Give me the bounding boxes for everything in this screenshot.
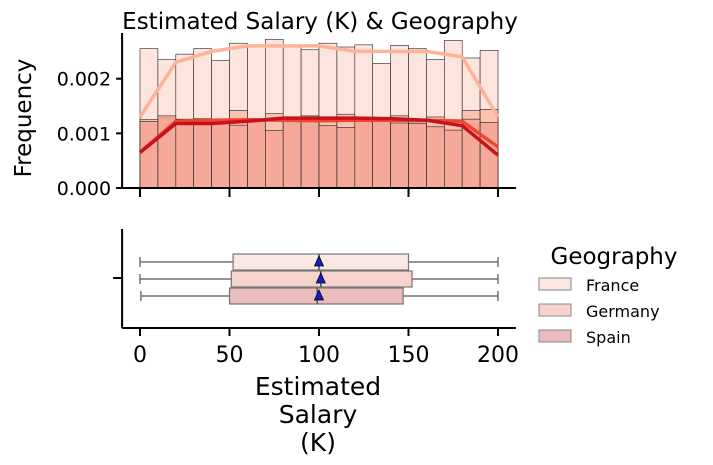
legend-swatch (538, 277, 572, 291)
boxplot-plot: 0 50 100 150 200 (113, 229, 519, 368)
x-tick-label: 0 (133, 343, 147, 368)
legend-label: Germany (586, 302, 660, 321)
legend-item-germany: Germany (538, 302, 660, 321)
hist-bar (139, 121, 159, 189)
kde-line-france (138, 44, 500, 118)
hist-bar (175, 119, 195, 189)
x-axis-label-line: (K) (300, 428, 336, 457)
x-axis-label-line: Estimated (255, 372, 381, 401)
histogram-plot: 0.000 0.001 0.002 (57, 33, 516, 200)
legend-label: France (586, 276, 639, 295)
hist-bar (336, 127, 356, 189)
box-spain (140, 287, 499, 305)
hist-bar (193, 123, 212, 189)
legend-title: Geography (551, 244, 678, 270)
hist-bar (282, 118, 302, 189)
x-tick-label: 100 (298, 343, 340, 368)
legend-label: Spain (586, 328, 631, 347)
legend-swatch (538, 329, 572, 343)
y-tick-label: 0.001 (57, 123, 111, 145)
x-tick-label: 150 (388, 343, 430, 368)
x-axis-label-line: Salary (279, 400, 358, 429)
legend-item-spain: Spain (538, 328, 631, 347)
hist-bar (229, 124, 248, 189)
hist-bar (408, 123, 427, 189)
y-tick-label: 0.002 (57, 69, 111, 91)
mean-marker (313, 255, 325, 267)
mean-marker (315, 272, 326, 284)
y-tick-label: 0.000 (57, 178, 111, 200)
legend-swatch (538, 303, 572, 317)
hist-bar (390, 122, 409, 189)
hist-bar (300, 118, 320, 189)
hist-bar (372, 118, 391, 189)
hist-bar (264, 130, 284, 189)
hist-bar (354, 117, 373, 189)
legend-item-france: France (538, 276, 639, 295)
hist-bar (211, 121, 230, 189)
box-germany (139, 270, 499, 288)
hist-bar (426, 126, 445, 189)
mean-marker (313, 289, 325, 301)
y-axis-label: Frequency (11, 59, 37, 178)
hist-bar (443, 129, 463, 189)
x-tick-label: 50 (216, 343, 244, 368)
hist-bar (247, 121, 266, 189)
chart-title: Estimated Salary (K) & Geography (122, 9, 518, 35)
box-france (139, 253, 499, 271)
x-tick-label: 200 (477, 343, 519, 368)
hist-series-spain (139, 115, 499, 189)
x-axis-label: Estimated Salary (K) (255, 372, 381, 457)
hist-bar (318, 125, 338, 189)
kde-line-spain (138, 116, 500, 157)
legend: Geography France Germany Spain (538, 244, 678, 347)
